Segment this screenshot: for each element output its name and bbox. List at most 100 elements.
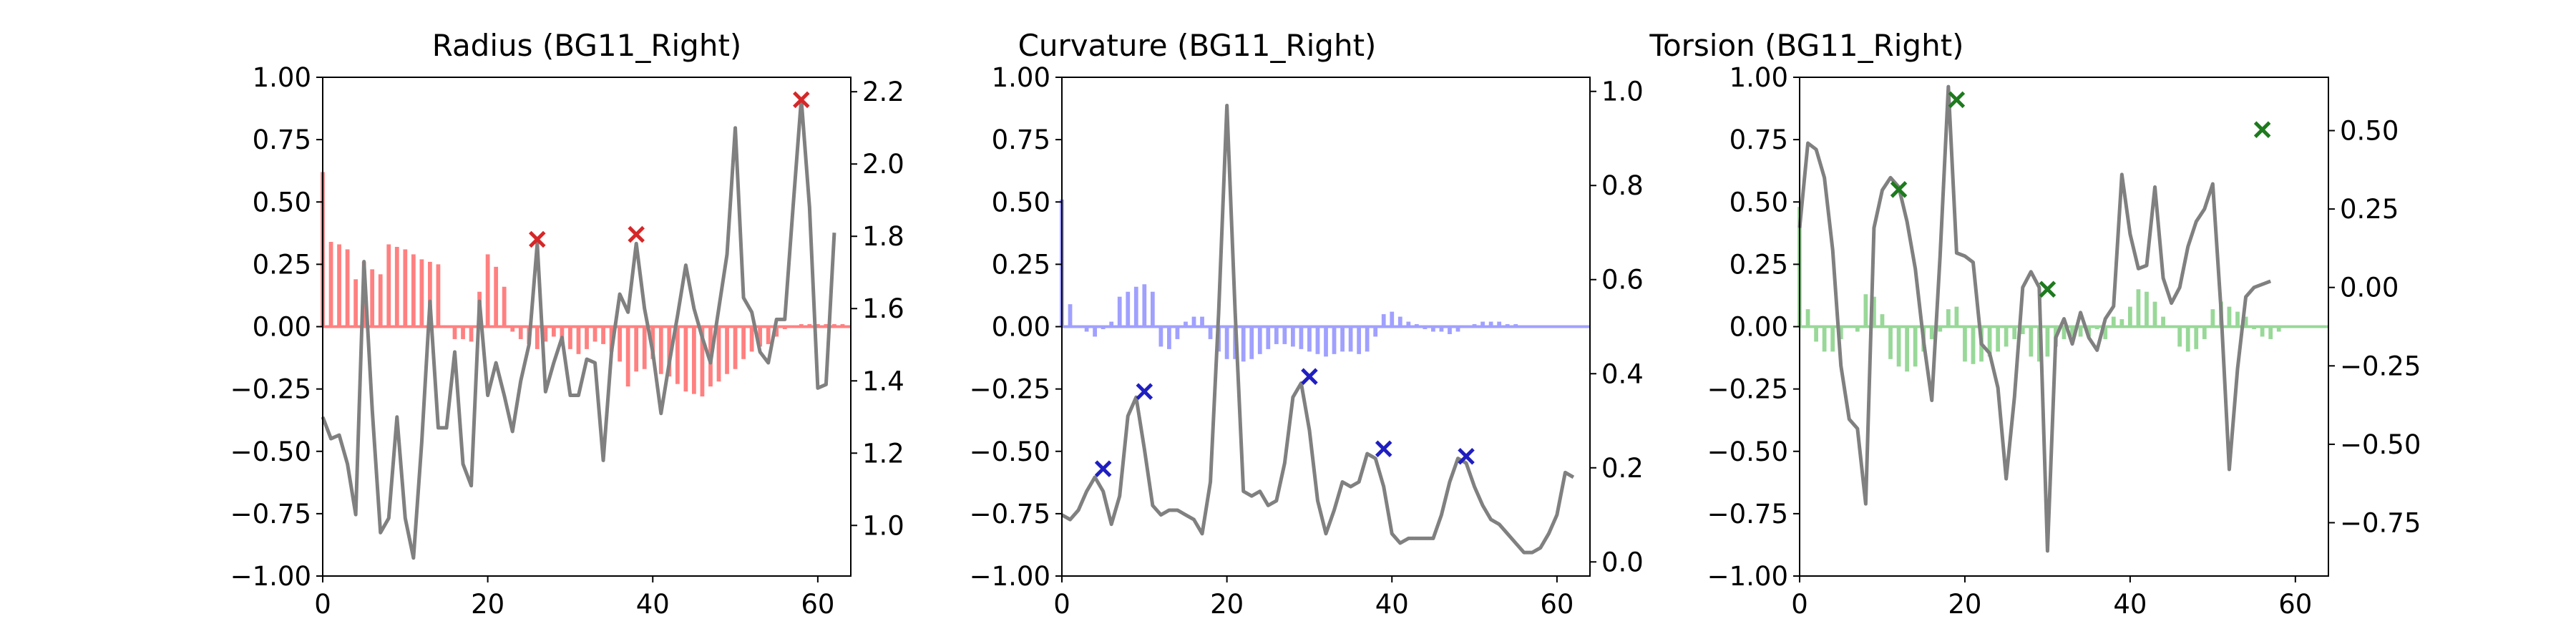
bar: [618, 326, 623, 362]
y-tick-label: 0.25: [1729, 249, 1788, 280]
bar: [1274, 326, 1279, 344]
bar: [428, 261, 432, 327]
bar: [1158, 326, 1163, 347]
bar: [1996, 326, 2001, 352]
y2-tick-label: 0.00: [2340, 273, 2399, 303]
bar: [510, 326, 515, 332]
bar: [2012, 326, 2017, 339]
bar: [2045, 326, 2050, 357]
bar: [2194, 326, 2199, 349]
bar: [725, 326, 729, 374]
bar: [394, 246, 399, 327]
plot-area: −1.00−0.75−0.50−0.250.000.250.500.751.00…: [970, 62, 1644, 620]
y-tick-label: −0.25: [970, 374, 1050, 405]
bar: [1830, 326, 1835, 352]
y-tick-label: 1.00: [253, 62, 311, 93]
y-tick-label: −1.00: [230, 561, 311, 592]
bar: [1929, 326, 1934, 339]
y-tick-label: 0.00: [1729, 312, 1788, 343]
secondary-series-line: [1797, 84, 2272, 553]
bar: [411, 254, 416, 327]
bar: [2210, 309, 2215, 327]
bar: [700, 326, 705, 397]
bar: [1805, 309, 1810, 327]
bar: [675, 326, 680, 384]
bar: [494, 266, 499, 327]
y-tick-label: −0.75: [970, 499, 1050, 530]
bar: [1390, 311, 1395, 327]
x-tick-label: 40: [636, 589, 670, 620]
x-tick-label: 60: [801, 589, 834, 620]
y2-tick-label: 1.8: [862, 221, 904, 252]
bar: [774, 326, 779, 337]
x-tick-label: 60: [2278, 589, 2312, 620]
bar: [749, 326, 754, 352]
y-tick-label: 0.25: [992, 249, 1050, 280]
bar: [1838, 326, 1843, 339]
bar: [403, 249, 408, 327]
y2-tick-label: 0.6: [1601, 265, 1644, 296]
y-tick-label: −0.75: [230, 499, 311, 530]
bar: [1896, 326, 1901, 367]
bar: [370, 269, 375, 327]
bar: [1167, 326, 1171, 349]
bar: [419, 259, 424, 327]
bar: [1282, 326, 1287, 344]
bar: [625, 326, 630, 387]
y-tick-label: −0.75: [1707, 499, 1788, 530]
x-tick-label: 40: [1375, 589, 1409, 620]
bar: [2111, 316, 2116, 327]
marker-stroke: [1375, 440, 1392, 458]
x-tick-label: 60: [1540, 589, 1574, 620]
bar: [1455, 326, 1460, 332]
y2-tick-label: 1.2: [862, 438, 904, 469]
y2-tick-label: 1.6: [862, 293, 904, 324]
bar: [1439, 326, 1444, 332]
bar: [1208, 326, 1213, 339]
bar: [1397, 316, 1402, 327]
bar: [1315, 326, 1320, 354]
bar: [609, 326, 614, 352]
panel-title: Curvature (BG11_Right): [1018, 28, 1377, 63]
bar: [1299, 326, 1304, 349]
peak-marker: [1375, 440, 1392, 458]
bar: [560, 326, 565, 344]
bar: [2227, 306, 2232, 327]
bar: [2020, 326, 2025, 334]
y-tick-label: 0.50: [992, 187, 1050, 218]
y-tick-label: −0.25: [1707, 374, 1788, 405]
peak-marker: [2253, 121, 2271, 138]
bar: [758, 326, 763, 347]
marker-stroke: [793, 91, 810, 109]
bar: [328, 242, 333, 327]
y2-tick-label: 0.0: [1601, 547, 1644, 577]
bar: [1307, 326, 1312, 352]
marker-stroke: [2253, 121, 2271, 138]
panel-title: Radius (BG11_Right): [432, 28, 742, 63]
x-tick-label: 20: [1948, 589, 1981, 620]
bar: [2243, 316, 2248, 327]
marker-stroke: [1458, 447, 1475, 465]
bar: [502, 286, 507, 327]
bar: [1142, 284, 1147, 327]
bar: [1365, 326, 1370, 352]
bar: [2276, 326, 2281, 332]
bar: [543, 326, 548, 342]
bar: [2119, 319, 2124, 327]
y2-tick-label: 1.4: [862, 366, 904, 396]
bar: [2235, 311, 2240, 327]
marker-stroke: [1094, 460, 1112, 477]
x-tick-label: 20: [1210, 589, 1244, 620]
bar: [1905, 326, 1909, 372]
y-tick-label: −1.00: [1707, 561, 1788, 592]
peak-marker: [1890, 181, 1908, 198]
bar: [2268, 326, 2273, 339]
bar: [658, 326, 663, 374]
bar: [1126, 291, 1131, 327]
bar: [2185, 326, 2190, 352]
bar: [576, 326, 581, 354]
bar: [535, 326, 540, 349]
y-tick-label: 1.00: [992, 62, 1050, 93]
y-tick-label: −0.50: [970, 436, 1050, 467]
y-tick-label: 0.25: [253, 249, 311, 280]
